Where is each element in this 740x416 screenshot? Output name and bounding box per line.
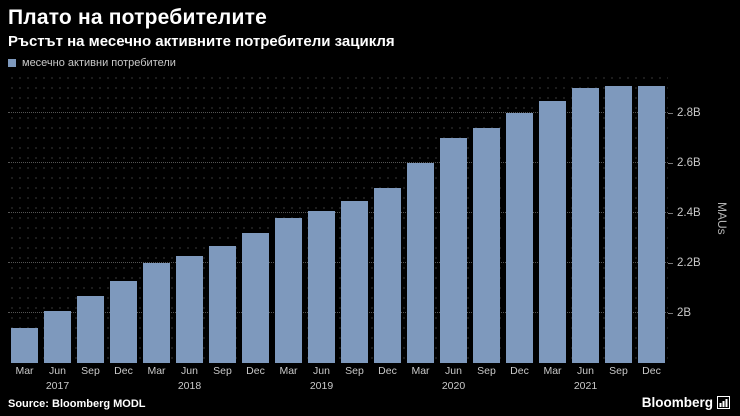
year-label: 2019 [309, 380, 334, 393]
bar [176, 255, 203, 364]
plot-area [8, 73, 668, 364]
x-tick-label: Mar [543, 365, 562, 378]
bloomberg-wordmark: Bloomberg [641, 395, 713, 410]
bar [77, 295, 104, 364]
y-tick-label: 2.6B [668, 157, 701, 169]
x-tick-label: Jun [181, 365, 198, 378]
y-tick-label: 2B [668, 307, 691, 319]
year-axis: 2017 2018 2019 2020 2021 [8, 378, 668, 394]
chart: 2B 2.2B 2.4B 2.6B 2.8B MAUs Mar Jun Sep Dec Mar J… [8, 73, 730, 394]
bar [275, 218, 302, 364]
bar [407, 163, 434, 364]
year-label: 2018 [177, 380, 202, 393]
x-tick-label: Mar [279, 365, 298, 378]
y-tick-label: 2.4B [668, 207, 701, 219]
x-tick-label: Sep [345, 365, 364, 378]
bloomberg-logo: Bloomberg [642, 395, 730, 410]
bar [11, 328, 38, 364]
bar [473, 128, 500, 364]
footer: Source: Bloomberg MODL Bloomberg [8, 395, 730, 412]
bar [44, 310, 71, 364]
chart-title: Плато на потребителите [8, 6, 267, 29]
x-tick-label: Jun [577, 365, 594, 378]
x-tick-label: Jun [49, 365, 66, 378]
gridline [8, 162, 668, 164]
y-axis: 2B 2.2B 2.4B 2.6B 2.8B [668, 73, 714, 363]
x-tick-label: Sep [213, 365, 232, 378]
legend-swatch-icon [8, 59, 16, 68]
y-tick-label: 2.2B [668, 257, 701, 269]
bar [308, 210, 335, 364]
year-label: 2020 [441, 380, 466, 393]
bar [143, 263, 170, 364]
x-tick-label: Sep [81, 365, 100, 378]
x-tick-label: Dec [114, 365, 133, 378]
x-tick-label: Mar [15, 365, 34, 378]
x-tick-label: Dec [642, 365, 661, 378]
source-note: Source: Bloomberg MODL [8, 398, 146, 410]
x-tick-label: Sep [609, 365, 628, 378]
bar [110, 280, 137, 364]
x-axis: Mar Jun Sep Dec Mar Jun Sep Dec Mar Jun Sep Dec Mar J… [8, 363, 668, 378]
x-tick-label: Sep [477, 365, 496, 378]
gridline [8, 312, 668, 314]
bar [572, 88, 599, 364]
bar [506, 113, 533, 364]
bloomberg-chart-icon [717, 396, 730, 409]
x-tick-label: Mar [411, 365, 430, 378]
y-axis-title: MAUs [715, 201, 729, 235]
gridline [8, 112, 668, 114]
bar [242, 233, 269, 364]
year-label: 2017 [45, 380, 70, 393]
bar [638, 85, 665, 364]
bars-layer [8, 73, 668, 364]
x-tick-label: Jun [313, 365, 330, 378]
x-tick-label: Dec [246, 365, 265, 378]
legend: месечно активни потребители [8, 57, 730, 69]
legend-label: месечно активни потребители [22, 57, 176, 70]
x-tick-label: Dec [378, 365, 397, 378]
x-tick-label: Jun [445, 365, 462, 378]
y-tick-label: 2.8B [668, 107, 701, 119]
year-label: 2021 [573, 380, 598, 393]
bar [209, 245, 236, 364]
bar [341, 200, 368, 364]
gridline [8, 212, 668, 214]
x-tick-label: Dec [510, 365, 529, 378]
gridline [8, 262, 668, 264]
bar [605, 85, 632, 364]
chart-subtitle: Ръстът на месечно активните потребители … [8, 33, 395, 51]
bar [440, 138, 467, 364]
x-tick-label: Mar [147, 365, 166, 378]
bar [539, 100, 566, 364]
bar [374, 188, 401, 364]
